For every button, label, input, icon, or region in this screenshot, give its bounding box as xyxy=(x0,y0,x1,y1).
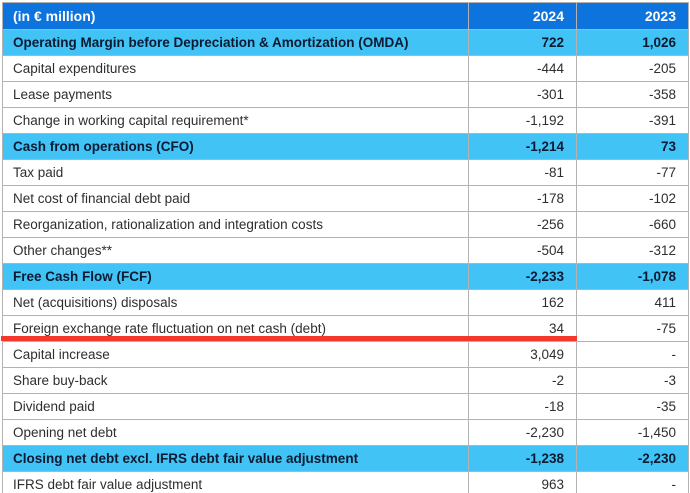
value-2023: -312 xyxy=(576,237,689,264)
value-2024: -2,233 xyxy=(468,263,577,290)
value-2024: -1,192 xyxy=(468,107,577,134)
row-label: Lease payments xyxy=(2,81,469,108)
row-label: Net cost of financial debt paid xyxy=(2,185,469,212)
row-label: Net (acquisitions) disposals xyxy=(2,289,469,316)
value-2023: 1,026 xyxy=(576,29,689,56)
table-row: Capital increase 3,049 - xyxy=(2,341,689,368)
value-2023: -102 xyxy=(576,185,689,212)
row-label: Other changes** xyxy=(2,237,469,264)
table-row: Closing net debt excl. IFRS debt fair va… xyxy=(2,445,689,472)
value-2023: -660 xyxy=(576,211,689,238)
value-2024: 3,049 xyxy=(468,341,577,368)
value-2023: -2,230 xyxy=(576,445,689,472)
table-row: Change in working capital requirement* -… xyxy=(2,107,689,134)
row-label: Reorganization, rationalization and inte… xyxy=(2,211,469,238)
value-2023: - xyxy=(576,471,689,493)
row-label: Change in working capital requirement* xyxy=(2,107,469,134)
table-row: Net cost of financial debt paid -178 -10… xyxy=(2,185,689,212)
value-2024: -1,214 xyxy=(468,133,577,160)
table-row: Dividend paid -18 -35 xyxy=(2,393,689,420)
value-2023: -1,450 xyxy=(576,419,689,446)
row-label: Operating Margin before Depreciation & A… xyxy=(2,29,469,56)
value-2023: -1,078 xyxy=(576,263,689,290)
table-row: IFRS debt fair value adjustment 963 - xyxy=(2,471,689,493)
value-2024: -178 xyxy=(468,185,577,212)
value-2024: 963 xyxy=(468,471,577,493)
row-label: Cash from operations (CFO) xyxy=(2,133,469,160)
row-label: IFRS debt fair value adjustment xyxy=(2,471,469,493)
table-row: Reorganization, rationalization and inte… xyxy=(2,211,689,238)
table-row: Operating Margin before Depreciation & A… xyxy=(2,29,689,56)
value-2024: -81 xyxy=(468,159,577,186)
value-2024: -504 xyxy=(468,237,577,264)
value-2023: 411 xyxy=(576,289,689,316)
value-2023: -77 xyxy=(576,159,689,186)
value-2024: -301 xyxy=(468,81,577,108)
value-2023: -358 xyxy=(576,81,689,108)
value-2024: 162 xyxy=(468,289,577,316)
value-2024: -18 xyxy=(468,393,577,420)
value-2024: -2,230 xyxy=(468,419,577,446)
row-label: Tax paid xyxy=(2,159,469,186)
value-2023: -391 xyxy=(576,107,689,134)
value-2024: -444 xyxy=(468,55,577,82)
row-label: Closing net debt excl. IFRS debt fair va… xyxy=(2,445,469,472)
value-2023: 73 xyxy=(576,133,689,160)
table-row: Other changes** -504 -312 xyxy=(2,237,689,264)
value-2024: -1,238 xyxy=(468,445,577,472)
value-2023: - xyxy=(576,341,689,368)
value-2024: -256 xyxy=(468,211,577,238)
table-row: Tax paid -81 -77 xyxy=(2,159,689,186)
row-label: Capital increase xyxy=(2,341,469,368)
row-label: Free Cash Flow (FCF) xyxy=(2,263,469,290)
header-col-2023: 2023 xyxy=(576,2,689,30)
value-2023: -205 xyxy=(576,55,689,82)
value-2024: 722 xyxy=(468,29,577,56)
row-label: Capital expenditures xyxy=(2,55,469,82)
red-underline-annotation xyxy=(1,336,577,341)
table-row: Free Cash Flow (FCF) -2,233 -1,078 xyxy=(2,263,689,290)
row-label: Dividend paid xyxy=(2,393,469,420)
value-2023: -75 xyxy=(576,315,689,342)
table-header-row: (in € million) 2024 2023 xyxy=(2,2,689,30)
value-2024: -2 xyxy=(468,367,577,394)
table-row: Lease payments -301 -358 xyxy=(2,81,689,108)
table-row: Share buy-back -2 -3 xyxy=(2,367,689,394)
table-row: Opening net debt -2,230 -1,450 xyxy=(2,419,689,446)
value-2023: -35 xyxy=(576,393,689,420)
value-2023: -3 xyxy=(576,367,689,394)
table-row: Capital expenditures -444 -205 xyxy=(2,55,689,82)
table-row: Net (acquisitions) disposals 162 411 xyxy=(2,289,689,316)
row-label: Opening net debt xyxy=(2,419,469,446)
header-unit-label: (in € million) xyxy=(2,2,469,30)
header-col-2024: 2024 xyxy=(468,2,577,30)
row-label: Share buy-back xyxy=(2,367,469,394)
table-row: Cash from operations (CFO) -1,214 73 xyxy=(2,133,689,160)
